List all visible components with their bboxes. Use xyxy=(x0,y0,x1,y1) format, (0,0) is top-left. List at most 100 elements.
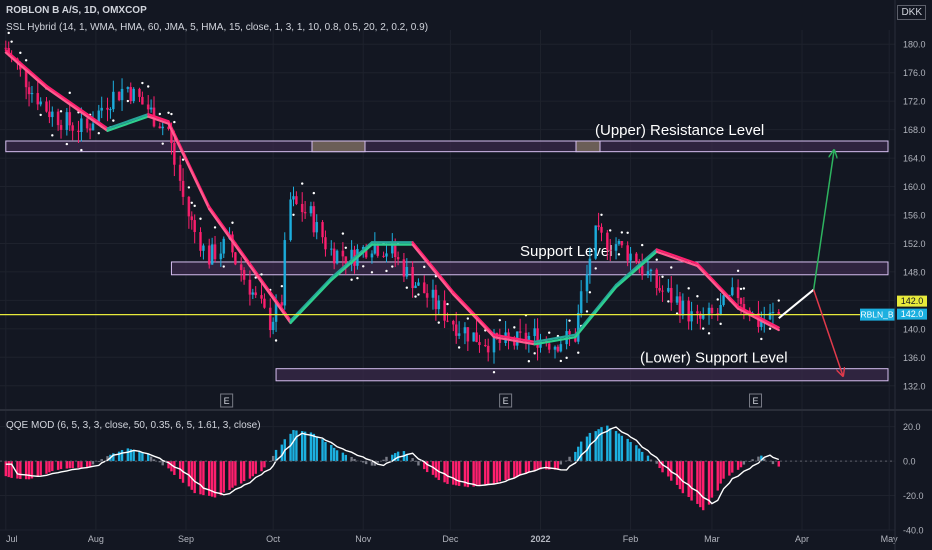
candle-body xyxy=(129,87,133,102)
candle-body xyxy=(251,292,255,295)
candle-body xyxy=(274,302,278,322)
candle-body xyxy=(309,206,313,214)
qqe-bar xyxy=(640,451,644,462)
last-price-label: 142.0 xyxy=(901,309,924,319)
qqe-bar xyxy=(248,461,252,479)
qqe-bar xyxy=(568,456,571,462)
qqe-bar xyxy=(16,461,19,479)
candle-body xyxy=(576,312,580,342)
ssl-baseline xyxy=(289,279,333,325)
candle-body xyxy=(117,91,121,101)
qqe-bar xyxy=(309,432,313,462)
zone-label: (Upper) Resistance Level xyxy=(595,122,764,139)
qqe-bar xyxy=(292,430,295,462)
ssl-dot xyxy=(68,91,71,95)
candle-body xyxy=(626,245,629,261)
qqe-bar xyxy=(30,461,34,479)
ssl-dot xyxy=(146,85,150,88)
qqe-bar xyxy=(536,461,539,470)
qqe-bar xyxy=(65,461,69,469)
qqe-bar xyxy=(68,461,71,469)
ssl-dot xyxy=(19,51,22,55)
ssl-baseline xyxy=(492,336,536,346)
qqe-bar xyxy=(731,461,734,473)
candle-body xyxy=(730,287,734,296)
qqe-bar xyxy=(170,461,173,472)
candle-body xyxy=(242,270,246,280)
qqe-bar xyxy=(239,461,243,484)
qqe-bar xyxy=(492,461,496,484)
qqe-bar xyxy=(597,429,600,462)
ssl-dot xyxy=(292,213,295,216)
ssl-dot xyxy=(167,111,170,114)
candle-body xyxy=(364,246,368,258)
candle-body xyxy=(649,269,653,272)
qqe-bar xyxy=(324,442,327,462)
qqe-bar xyxy=(332,447,336,462)
candle-body xyxy=(222,238,226,254)
candle-body xyxy=(161,126,165,129)
candle-body xyxy=(585,274,589,292)
qqe-bar xyxy=(303,431,307,462)
candle-body xyxy=(321,222,324,238)
candle-body xyxy=(635,253,638,263)
ssl-dot xyxy=(437,321,440,324)
qqe-bar xyxy=(739,461,743,468)
candle-body xyxy=(475,332,478,343)
ssl-dot xyxy=(112,119,115,122)
qqe-bar xyxy=(364,461,368,465)
candle-body xyxy=(478,342,481,346)
candle-body xyxy=(382,255,385,257)
candle-body xyxy=(210,244,214,265)
ssl-dot xyxy=(617,253,621,256)
candle-body xyxy=(361,246,365,250)
candle-body xyxy=(742,303,746,311)
qqe-y-tick-label: 0.0 xyxy=(903,457,916,467)
candle-body xyxy=(681,300,685,316)
earnings-marker-label: E xyxy=(224,396,230,406)
qqe-bar xyxy=(362,461,365,463)
qqe-bar xyxy=(617,433,621,462)
qqe-bar xyxy=(393,453,397,462)
projection-down-arrow xyxy=(812,289,843,375)
qqe-bar xyxy=(463,461,467,487)
qqe-bar xyxy=(742,461,746,465)
ssl-dot xyxy=(312,191,316,195)
zone-rect xyxy=(275,368,889,382)
candle-body xyxy=(109,109,112,111)
candle-body xyxy=(402,259,406,277)
candle-body xyxy=(454,324,458,336)
x-tick-label: 2022 xyxy=(530,534,550,544)
grid xyxy=(0,30,895,531)
ssl-dot xyxy=(51,134,54,137)
qqe-bar xyxy=(757,456,760,462)
ssl-baseline xyxy=(696,262,740,308)
candle-body xyxy=(777,311,781,315)
ssl-dot xyxy=(170,112,173,116)
earnings-marker xyxy=(499,393,513,408)
candle-body xyxy=(271,321,275,331)
ssl-baseline xyxy=(452,293,496,339)
qqe-bar xyxy=(4,461,8,477)
qqe-bar xyxy=(446,461,449,484)
qqe-bar xyxy=(498,461,502,482)
price-pane[interactable]: (Upper) Resistance Level Support Level (Lo… xyxy=(0,31,895,408)
qqe-pane[interactable] xyxy=(0,425,895,511)
qqe-bar xyxy=(289,433,292,462)
qqe-y-tick-label: -20.0 xyxy=(903,491,924,501)
qqe-bar xyxy=(344,454,347,462)
currency-badge[interactable]: DKK xyxy=(897,5,926,20)
ssl-baseline xyxy=(248,262,292,322)
ssl-dot xyxy=(10,40,13,43)
qqe-bar xyxy=(370,461,374,466)
qqe-bar xyxy=(606,425,609,462)
qqe-bar xyxy=(716,461,719,491)
zone-highlight xyxy=(311,140,366,153)
candle-body xyxy=(524,332,528,343)
ssl-dot xyxy=(777,299,780,302)
ssl-dot xyxy=(667,300,670,303)
qqe-bar xyxy=(655,461,658,464)
ssl-dot xyxy=(274,339,278,342)
